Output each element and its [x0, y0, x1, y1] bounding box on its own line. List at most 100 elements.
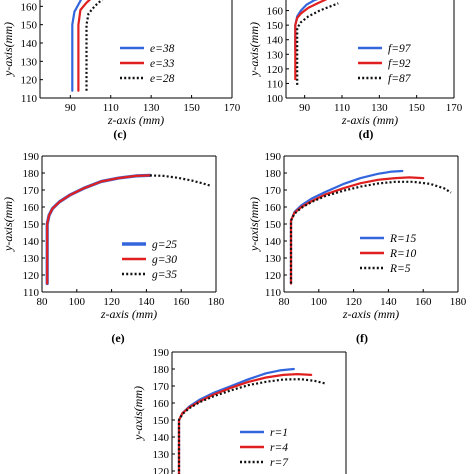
panel-caption: (c) [113, 127, 126, 141]
y-tick-label: 100 [267, 93, 284, 105]
y-tick-label: 140 [23, 236, 40, 248]
series-line-3 [296, 2, 339, 85]
y-tick-label: 130 [21, 56, 38, 68]
panel-e: 110 120 130 140 150 160 170 180 190 80 100 120 140 16… [1, 151, 225, 345]
x-tick-label: 120 [103, 296, 120, 308]
legend-label: R=10 [389, 248, 417, 260]
y-tick-label: 170 [23, 185, 40, 197]
y-tick-label: 190 [153, 347, 170, 359]
series-line-3 [149, 174, 212, 187]
x-axis-label: z-axis (mm) [342, 307, 399, 321]
x-axis-label: z-axis (mm) [107, 113, 164, 127]
panel-g: 120 130 140 150 160 170 180 190 y-axis(mm) r=1 r=4… [131, 347, 347, 474]
y-tick-label: 130 [153, 449, 170, 461]
legend-label: f=87 [388, 73, 412, 85]
y-tick-label: 180 [23, 168, 40, 180]
series-group [289, 169, 452, 285]
y-tick-label: 110 [267, 78, 284, 90]
x-tick-label: 90 [299, 102, 311, 114]
x-tick-label: 110 [103, 102, 120, 114]
legend-label: f=97 [388, 43, 412, 55]
series-line-3 [85, 0, 104, 91]
series-line-2 [46, 174, 151, 285]
legend-label: r=7 [270, 457, 289, 469]
panel-d: 100 110 120 130 140 150 160 90 110 130 150 170 z-axi… [247, 0, 463, 141]
y-tick-label: 120 [267, 64, 284, 76]
panel-f: 110 120 130 140 150 160 170 180 190 80 100 120 140 16… [247, 151, 467, 345]
y-tick-label: 130 [23, 253, 40, 265]
y-axis-label: y-axis(mm) [131, 386, 145, 441]
y-tick-label: 160 [267, 6, 284, 18]
series-group [71, 0, 104, 92]
y-tick-label: 180 [153, 364, 170, 376]
legend-label: g=25 [152, 239, 177, 251]
y-axis-label: y-axis(mm) [1, 197, 15, 252]
y-tick-label: 160 [23, 202, 40, 214]
y-tick-label: 140 [153, 432, 170, 444]
series-line-1 [71, 0, 83, 92]
x-tick-label: 160 [415, 296, 432, 308]
legend-label: g=30 [152, 254, 177, 266]
panel-caption: (d) [359, 127, 374, 141]
y-tick-label: 110 [265, 287, 282, 299]
y-tick-label: 160 [21, 1, 38, 13]
series-group [294, 0, 339, 85]
x-tick-label: 90 [65, 102, 77, 114]
y-axis-label: y-axis(mm) [247, 197, 261, 252]
y-axis-label: y-axis(mm) [1, 22, 15, 77]
series-line-2 [77, 0, 92, 92]
y-tick-label: 140 [267, 35, 284, 47]
x-axis-label: z-axis (mm) [100, 307, 157, 321]
y-tick-label: 150 [265, 219, 282, 231]
y-tick-label: 120 [153, 466, 170, 474]
y-tick-label: 150 [21, 20, 38, 32]
legend-label: r=1 [270, 427, 288, 439]
series-line-2 [289, 176, 425, 285]
y-tick-label: 190 [23, 151, 40, 163]
y-tick-label: 150 [23, 219, 40, 231]
y-tick-label: 150 [267, 20, 284, 32]
y-tick-label: 180 [265, 168, 282, 180]
series-group [45, 173, 212, 286]
legend-label: r=4 [270, 442, 288, 454]
y-tick-label: 120 [23, 270, 40, 282]
x-tick-label: 80 [279, 296, 291, 308]
x-tick-label: 120 [345, 296, 362, 308]
series-line-3 [177, 378, 326, 474]
x-tick-label: 150 [183, 102, 200, 114]
y-axis-label: y-axis(mm) [247, 22, 261, 77]
x-tick-label: 140 [380, 296, 397, 308]
y-tick-label: 160 [265, 202, 282, 214]
x-axis-label: z-axis (mm) [341, 113, 398, 127]
y-tick-label: 130 [267, 49, 284, 61]
legend-label: R=5 [389, 263, 411, 275]
x-tick-label: 150 [408, 102, 425, 114]
panel-c: 110 120 130 140 150 160 90 110 130 150 170 z-axis (… [1, 0, 241, 141]
x-tick-label: 100 [311, 296, 328, 308]
x-tick-label: 140 [138, 296, 155, 308]
x-tick-label: 170 [446, 102, 463, 114]
y-tick-label: 120 [21, 75, 38, 87]
legend-label: f=92 [388, 58, 411, 70]
y-tick-label: 170 [265, 185, 282, 197]
x-tick-label: 180 [450, 296, 467, 308]
legend-label: e=33 [150, 58, 175, 70]
y-tick-label: 160 [153, 398, 170, 410]
series-line-2 [294, 0, 328, 81]
y-tick-label: 120 [265, 270, 282, 282]
x-tick-label: 180 [208, 296, 225, 308]
y-tick-label: 140 [265, 236, 282, 248]
x-tick-label: 170 [224, 102, 241, 114]
y-tick-label: 110 [21, 93, 38, 105]
y-tick-label: 170 [153, 381, 170, 393]
legend-label: g=35 [152, 269, 177, 281]
x-tick-label: 130 [143, 102, 160, 114]
y-tick-label: 150 [153, 415, 170, 427]
y-tick-label: 140 [21, 38, 38, 50]
series-line-1 [45, 173, 152, 286]
panel-caption: (f) [356, 331, 368, 345]
panel-caption: (e) [111, 331, 124, 345]
y-tick-label: 110 [23, 287, 40, 299]
x-tick-label: 110 [334, 102, 351, 114]
